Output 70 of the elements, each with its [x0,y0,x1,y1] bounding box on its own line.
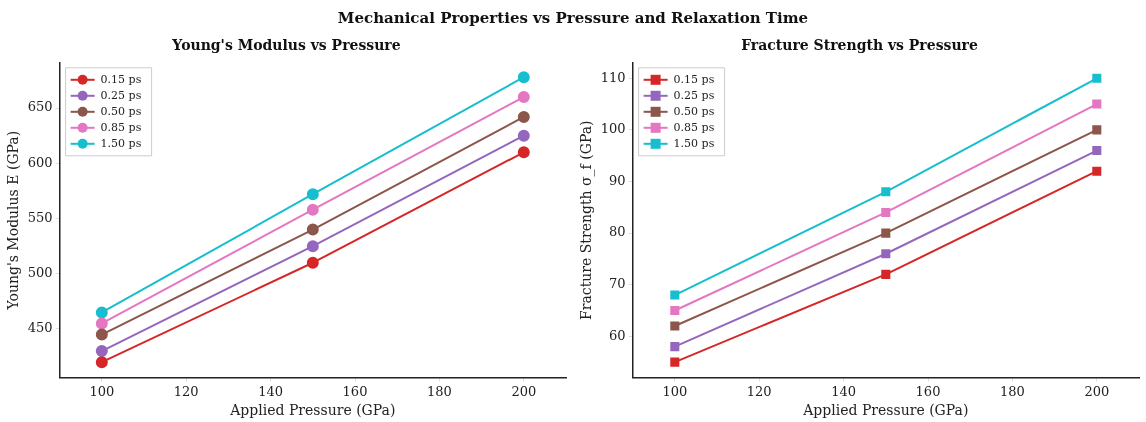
y-tick-label: 80 [609,224,626,240]
y-tick-label: 110 [600,69,626,85]
point [306,188,319,201]
x-tick-label: 200 [511,383,537,399]
point [1092,146,1102,156]
legend-label: 1.50 ps [673,136,715,150]
x-tick-label: 180 [426,383,452,399]
y-tick-label: 90 [609,172,626,188]
point [95,356,108,369]
point [95,317,108,330]
legend-label: 1.50 ps [100,136,142,150]
x-tick-label: 160 [915,383,941,399]
point [306,256,319,269]
legend-label: 0.25 ps [673,88,715,102]
point [95,345,108,358]
x-tick-label: 100 [662,383,688,399]
point [670,321,680,331]
point [1092,99,1102,109]
legend-label: 0.25 ps [100,88,142,102]
point [517,110,530,123]
point [881,207,891,217]
legend-label: 0.85 ps [673,120,715,134]
y-tick-label: 550 [27,209,53,225]
x-tick-label: 200 [1084,383,1110,399]
x-axis-title: Applied Pressure (GPa) [802,402,969,419]
y-tick-label: 450 [27,320,53,336]
x-tick-label: 120 [746,383,772,399]
y-axis-title: Fracture Strength σ_f (GPa) [578,120,596,320]
x-tick-label: 120 [173,383,199,399]
point [517,146,530,159]
y-tick-label: 100 [600,121,626,137]
legend-label: 0.15 ps [100,72,142,86]
y-tick-label: 60 [609,327,626,343]
point [306,203,319,216]
point [1092,166,1102,176]
y-tick-label: 70 [609,276,626,292]
point [881,228,891,238]
point [517,129,530,142]
point [881,269,891,279]
point [306,223,319,236]
legend-label: 0.50 ps [673,104,715,118]
x-tick-label: 180 [999,383,1025,399]
x-tick-label: 160 [342,383,368,399]
y-axis-title: Young's Modulus E (GPa) [5,130,22,311]
legend-label: 0.50 ps [100,104,142,118]
point [670,342,680,352]
point [1092,125,1102,135]
point [670,290,680,300]
text: Mechanical Properties vs Pressure and Relaxation Time [336,8,810,29]
legend-label: 0.85 ps [100,120,142,134]
y-tick-label: 600 [27,154,53,170]
point [306,240,319,253]
x-tick-label: 100 [89,383,115,399]
point [517,71,530,84]
point [1092,73,1102,83]
legend-label: 0.15 ps [673,72,715,86]
point [95,306,108,319]
chart-title: Fracture Strength vs Pressure [741,37,978,54]
y-tick-label: 650 [27,99,53,115]
point [95,328,108,341]
point [670,305,680,316]
point [670,357,680,367]
point [517,91,530,104]
point [881,249,891,259]
point [881,187,891,197]
x-axis-title: Applied Pressure (GPa) [229,402,396,419]
chart-title: Young's Modulus vs Pressure [171,37,401,54]
y-tick-label: 500 [27,265,53,281]
x-tick-label: 140 [831,383,857,399]
x-tick-label: 140 [258,383,284,399]
